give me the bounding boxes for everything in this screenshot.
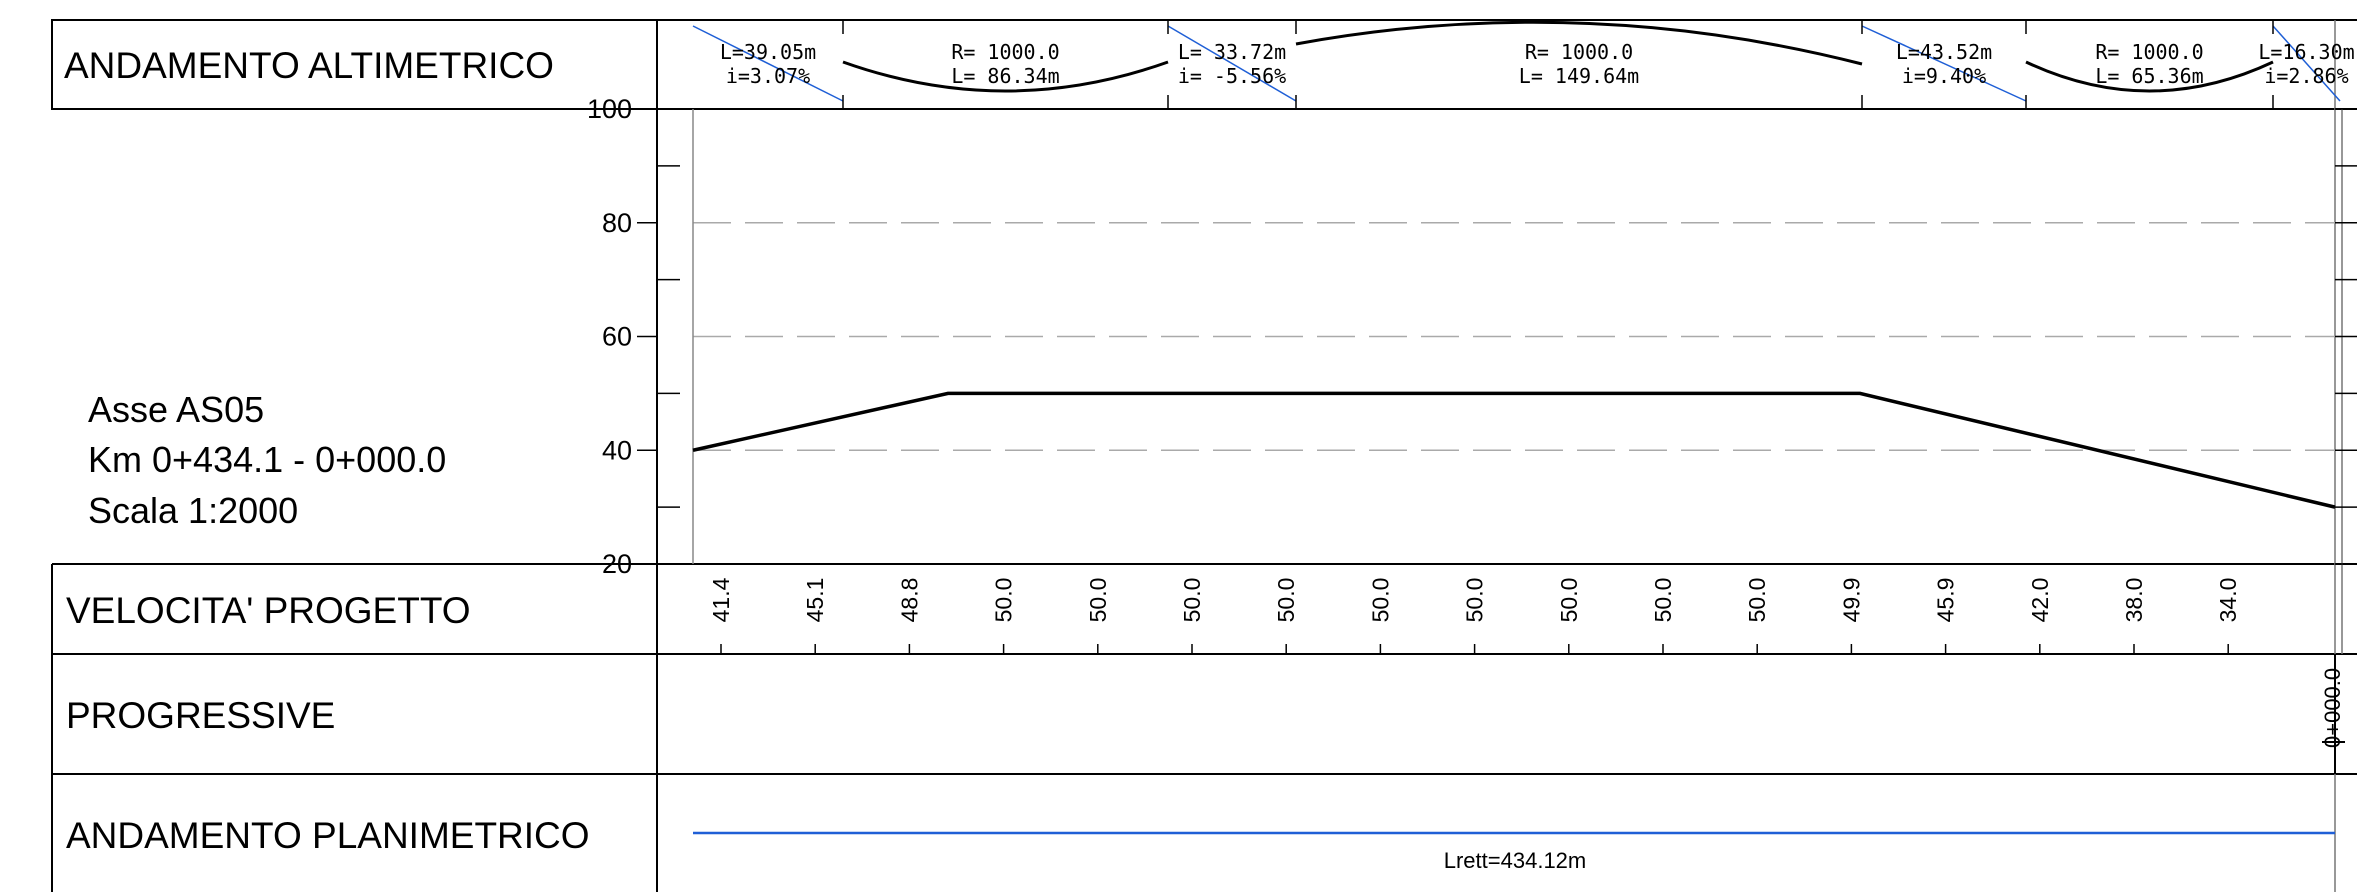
speed-value: 50.0 [1179,578,1205,623]
grade-slash [1861,25,2027,102]
curve-arc [2025,60,2274,93]
y-tick-label: 80 [602,208,632,238]
element-line1: R= 1000.0 [1525,40,1633,64]
speed-value: 38.0 [2121,578,2147,623]
axis-km-range: Km 0+434.1 - 0+000.0 [88,439,446,480]
element-line1: R= 1000.0 [2095,40,2203,64]
speed-value: 41.4 [708,577,734,622]
straight-segment-label: Lrett=434.12m [1444,848,1586,873]
grade-slash [1167,25,1297,102]
curve-element: R= 1000.0L= 65.36m [2025,40,2274,93]
element-line1: R= 1000.0 [951,40,1059,64]
speed-values: 41.4 45.1 48.8 50.0 50.0 50.0 50.0 50.0 50.0 50.0… [708,577,2241,654]
curve-arc [1295,20,1863,66]
speed-value: 50.0 [1085,578,1111,623]
profile-line [692,391,2336,509]
axis-name: Asse AS05 [88,389,264,430]
y-tick-label: 20 [602,549,632,579]
speed-value: 49.9 [1838,578,1864,623]
progressive-row-title: PROGRESSIVE [66,695,335,736]
element-line2: i=3.07% [726,64,810,88]
element-line1: L=43.52m [1896,40,1992,64]
chart-y-axis: 100 80 60 40 20 [587,94,2357,579]
axis-scale: Scala 1:2000 [88,490,298,531]
element-line2: L= 65.36m [2095,64,2203,88]
element-line2: i=2.86% [2264,64,2348,88]
grade-slash [692,25,844,102]
chart-grid [693,222,2357,451]
table-frame [51,19,2357,892]
element-line1: L= 33.72m [1178,40,1286,64]
right-edge [2334,20,2343,892]
speed-value: 50.0 [1462,578,1488,623]
curve-arc [842,60,1169,93]
progressive-label: 0+000.0 [2320,668,2345,748]
speed-value: 50.0 [1556,578,1582,623]
element-line2: L= 86.34m [951,64,1059,88]
element-line2: L= 149.64m [1519,64,1639,88]
speed-value: 50.0 [1273,578,1299,623]
speed-value: 34.0 [2215,578,2241,623]
speed-value: 48.8 [896,578,922,623]
grade-slash [2272,25,2341,102]
y-tick-label: 100 [587,94,632,124]
speed-value: 45.9 [1933,578,1959,623]
plan-row-title: ANDAMENTO PLANIMETRICO [66,815,590,856]
element-line1: L=16.30m [2258,40,2354,64]
element-line2: i= -5.56% [1178,64,1286,88]
profile-series [692,391,2336,509]
curve-element: R= 1000.0L= 149.64m [1295,20,1863,88]
speed-row-title: VELOCITA' PROGETTO [66,590,471,631]
speed-value: 50.0 [991,578,1017,623]
speed-value: 50.0 [1744,578,1770,623]
y-tick-label: 40 [602,435,632,465]
speed-value: 45.1 [802,578,828,623]
speed-value: 50.0 [1367,578,1393,623]
profile-row-title: ANDAMENTO ALTIMETRICO [64,45,554,86]
speed-value: 50.0 [1650,578,1676,623]
element-line1: L=39.05m [720,40,816,64]
element-line2: i=9.40% [1902,64,1986,88]
speed-value: 42.0 [2027,578,2053,623]
y-tick-label: 60 [602,322,632,352]
curve-element: R= 1000.0L= 86.34m [842,40,1169,93]
progressive-marker: 0+000.0 [2320,654,2345,774]
